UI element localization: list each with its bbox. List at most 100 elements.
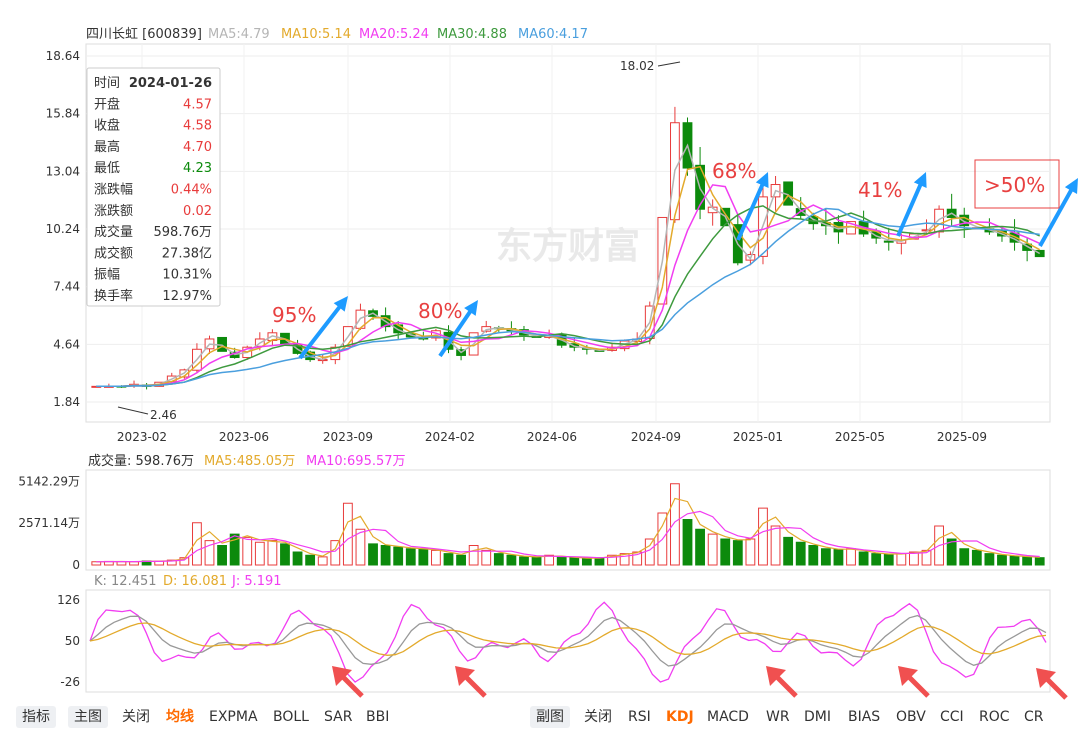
toolbar-right-11[interactable]: CR [1024,709,1044,725]
volume-bar [330,540,341,566]
toolbar-left-2[interactable]: 关闭 [122,709,150,725]
volume-legend-ma10: MA10:695.57万 [306,454,406,469]
volume-bar [795,541,806,566]
volume-bar [997,554,1007,566]
y-tick-label: 1.84 [53,395,80,409]
volume-bar [481,549,492,566]
volume-bar [342,502,353,566]
toolbar-right-10[interactable]: ROC [979,709,1010,725]
toolbar-right-0[interactable]: 副图 [530,706,570,728]
tooltip-box [86,67,221,307]
ma-legend-item: MA30:4.88 [437,27,507,42]
tooltip-value: 27.38亿 [162,246,212,261]
toolbar-right-8[interactable]: OBV [896,709,926,725]
trend-arrow [438,305,476,358]
tooltip-value: 0.02 [183,204,212,219]
volume-bar [267,540,278,566]
x-tick-label: 2025-01 [733,430,783,444]
toolbar-right-5[interactable]: WR [766,709,790,725]
volume-bar [858,551,869,566]
volume-bar [519,556,529,566]
toolbar-right-4[interactable]: MACD [707,709,749,725]
volume-bar [493,553,504,566]
ma30-line [96,205,1041,388]
volume-bar [971,549,982,566]
ma60-line [96,207,1040,388]
volume-bar [732,540,743,566]
low-pointer [117,406,149,415]
tooltip-key: 振幅 [94,268,120,283]
tooltip-key: 换手率 [94,288,133,304]
y-tick-label: 13.04 [46,164,80,178]
volume-bar [569,557,580,566]
high-pointer [657,61,681,67]
toolbar-left-7[interactable]: BBI [366,709,390,725]
ma-legend-item: MA5:4.79 [208,27,270,42]
volume-bar [544,554,555,566]
volume-bar [556,556,567,566]
x-tick-label: 2024-02 [425,430,475,444]
y-tick-label: 7.44 [53,280,80,294]
volume-bar [682,519,693,566]
tooltip-key: 成交额 [94,245,133,261]
toolbar-right-6[interactable]: DMI [804,709,831,725]
volume-y-tick: 5142.29万 [18,474,80,488]
signal-arrow-head [1036,668,1056,688]
trend-arrow [1038,185,1076,247]
gain-annotation: 80% [418,299,462,323]
volume-bar [644,538,655,566]
candle [1022,243,1033,251]
volume-bar [833,549,844,566]
candle [921,229,932,232]
volume-bar [368,543,378,566]
kdj-legend-k: K: 12.451 [94,574,157,589]
toolbar-right-7[interactable]: BIAS [848,709,881,725]
toolbar-left-0[interactable]: 指标 [16,706,56,728]
ma-legend-item: MA20:5.24 [359,27,429,42]
volume-bar [770,525,781,566]
volume-bar [946,538,957,566]
kdj-y-tick: -26 [60,675,80,689]
toolbar-left-5[interactable]: BOLL [273,709,309,725]
volume-bar [745,538,756,566]
ma-legend-item: MA60:4.17 [518,27,588,42]
signal-arrow-head [455,666,475,686]
toolbar-left-3[interactable]: 均线 [166,709,194,725]
volume-bar [317,556,328,566]
annotation-box [974,159,1060,209]
volume-bar [619,553,630,566]
volume-y-tick: 0 [72,558,80,572]
volume-bar [883,553,894,566]
volume-panel-frame [85,469,1051,571]
kdj-legend-d: D: 16.081 [163,574,227,589]
toolbar-right-3[interactable]: KDJ [666,709,694,725]
volume-bar [431,549,441,566]
tooltip-value: 2024-01-26 [129,76,212,91]
toolbar-right-2[interactable]: RSI [628,709,651,725]
toolbar-left-6[interactable]: SAR [324,709,353,725]
volume-bar [820,548,831,566]
volume-bar [179,557,190,566]
tooltip-value: 4.58 [183,119,212,134]
volume-bar [91,561,102,566]
trend-arrow-head [1064,178,1078,194]
volume-ma10-line [96,510,1040,563]
volume-bar [217,545,227,566]
kdj-panel-frame [85,589,1051,693]
tooltip-value: 4.23 [183,161,212,176]
low-price-label: 2.46 [150,408,177,422]
toolbar-left-1[interactable]: 主图 [68,706,108,728]
gain-annotation: 95% [272,303,316,327]
trend-arrow-head [913,172,927,188]
volume-bar [783,536,794,566]
volume-bar [192,522,202,566]
volume-bar [1009,555,1020,566]
gain-annotation: 41% [858,178,902,202]
toolbar-right-1[interactable]: 关闭 [584,709,612,725]
toolbar-left-4[interactable]: EXPMA [209,709,258,725]
gain-annotation: 68% [712,159,756,183]
toolbar-right-9[interactable]: CCI [940,709,964,725]
tooltip-value: 598.76万 [154,225,213,240]
volume-bar [707,533,718,566]
candle [934,208,944,233]
